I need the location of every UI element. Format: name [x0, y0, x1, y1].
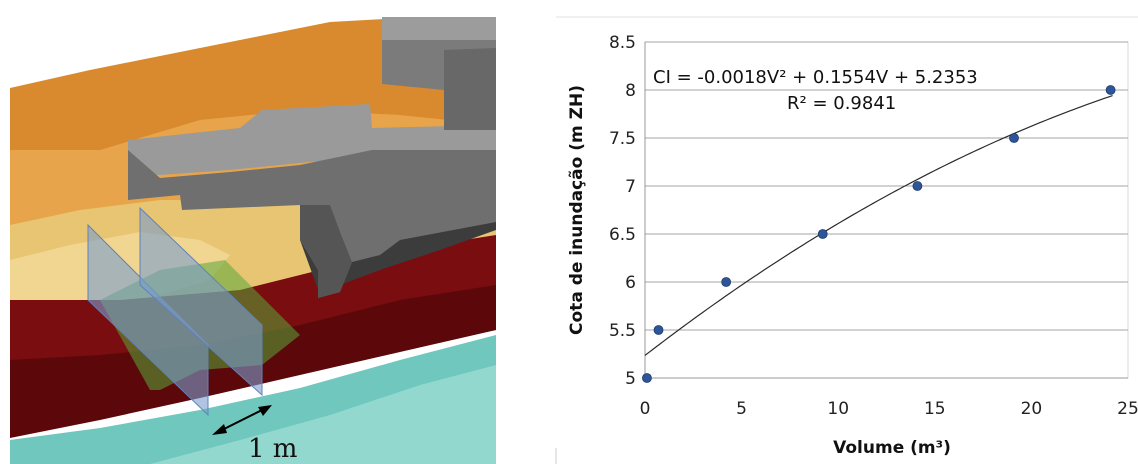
y-tick-label: 7.5	[609, 129, 636, 149]
scale-arrowhead-left	[212, 424, 227, 435]
x-tick-label: 10	[827, 399, 849, 419]
x-tick-label: 25	[1117, 399, 1138, 419]
y-tick-label: 8	[625, 81, 636, 101]
y-tick-label: 8.5	[609, 33, 636, 53]
scale-label: 1 m	[248, 434, 297, 464]
trendline-equation: CI = -0.0018V² + 0.1554V + 5.2353	[653, 67, 978, 88]
y-tick-labels: 5 5.5 6 6.5 7 7.5 8 8.5	[609, 33, 636, 389]
scatter-chart: 55.566.577.588.5 0 5 10 15 20 25 CI = -0.0018…	[555, 16, 1138, 464]
y-axis-title: Cota de inundação (m ZH)	[567, 85, 587, 335]
data-point-3	[817, 229, 828, 239]
scale-arrowhead-right	[258, 405, 272, 416]
building-top	[128, 104, 496, 175]
data-point-5	[1009, 133, 1019, 143]
data-point-2	[721, 277, 732, 287]
data-points	[642, 85, 1116, 383]
y-tick-label: 6	[625, 273, 636, 293]
chart-background	[556, 17, 1138, 464]
x-tick-label: 0	[640, 399, 651, 419]
terrain-teal-light	[150, 365, 496, 464]
x-tick-labels: 0 5 10 15 20 25	[640, 399, 1138, 419]
block-top-right-face	[382, 17, 496, 40]
building-dark-side	[300, 205, 352, 298]
x-tick-label: 15	[924, 399, 946, 419]
x-tick-label: 5	[736, 399, 747, 419]
y-tick-label: 6.5	[609, 225, 636, 245]
terrain-3d-view: 1 m	[10, 17, 496, 464]
y-tick-label: 5	[625, 369, 636, 389]
trendline-curve	[644, 95, 1113, 356]
x-axis-title: Volume (m³)	[833, 438, 951, 458]
block-small	[444, 48, 496, 130]
scale-arrow-line	[217, 407, 267, 433]
data-point-1	[653, 325, 664, 335]
y-tick-label: 7	[625, 177, 636, 197]
data-point-6	[1105, 85, 1116, 95]
r-squared: R² = 0.9841	[787, 93, 896, 114]
y-tick-label: 5.5	[609, 321, 636, 341]
data-point-4	[912, 181, 923, 191]
x-tick-label: 20	[1021, 399, 1043, 419]
data-point-0	[642, 373, 652, 383]
blue-plane-right	[139, 206, 263, 397]
